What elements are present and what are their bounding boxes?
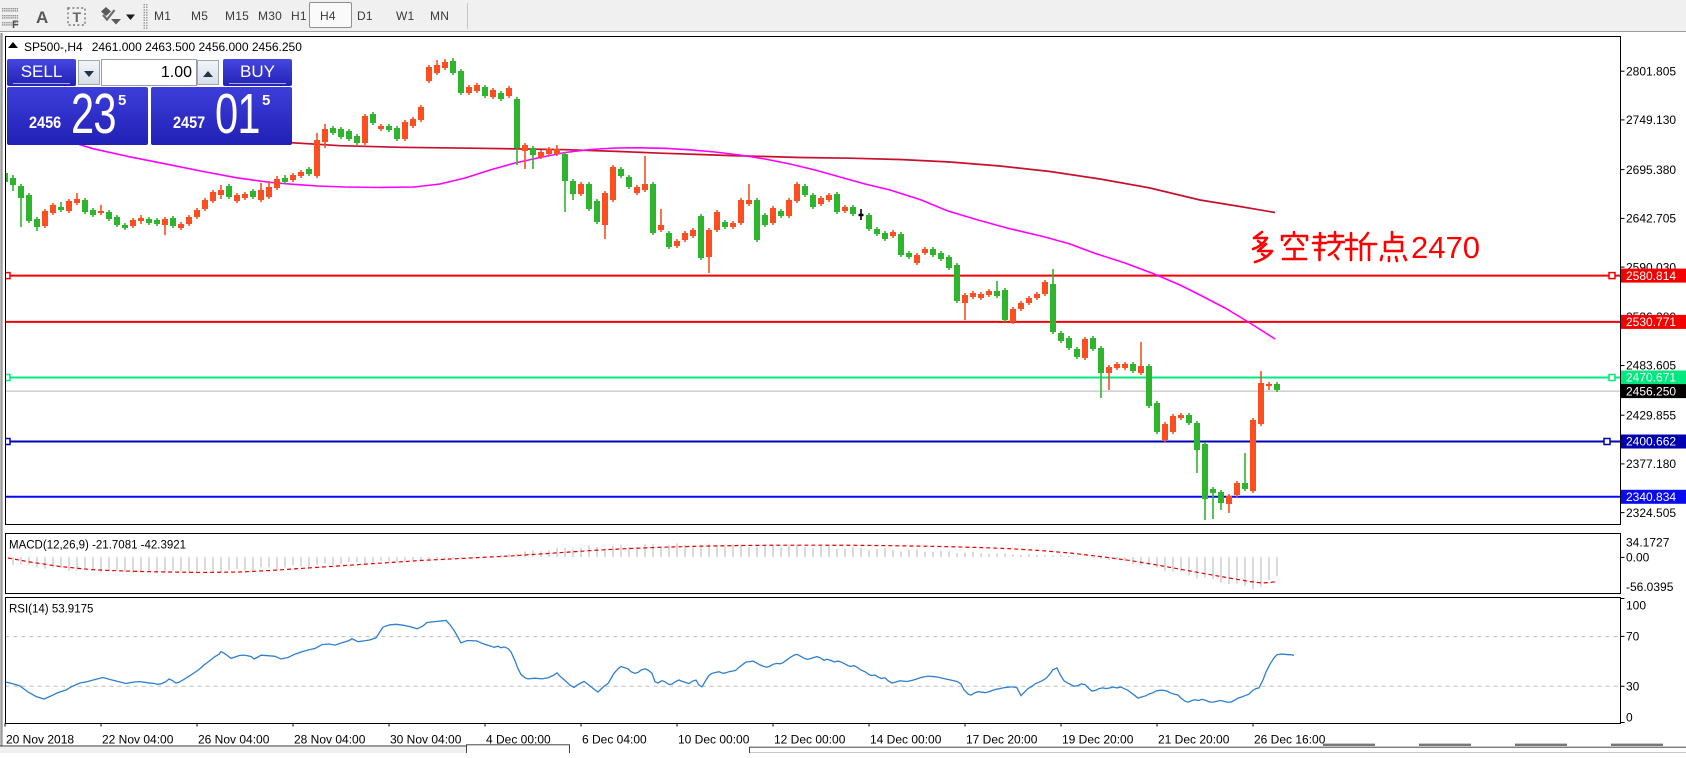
svg-text:30 Nov 04:00: 30 Nov 04:00	[390, 733, 462, 747]
svg-text:2530.771: 2530.771	[1626, 315, 1676, 329]
svg-text:20 Nov 2018: 20 Nov 2018	[6, 733, 74, 747]
svg-text:2801.805: 2801.805	[1626, 64, 1676, 78]
svg-text:100: 100	[1626, 598, 1646, 612]
svg-text:2642.705: 2642.705	[1626, 212, 1676, 226]
svg-text:6 Dec 04:00: 6 Dec 04:00	[582, 733, 647, 747]
svg-text:2340.834: 2340.834	[1626, 490, 1676, 504]
svg-text:30: 30	[1626, 680, 1640, 694]
svg-text:2324.505: 2324.505	[1626, 506, 1676, 520]
svg-text:2470: 2470	[1411, 230, 1480, 265]
svg-text:0.00: 0.00	[1626, 551, 1650, 565]
svg-text:2695.380: 2695.380	[1626, 163, 1676, 177]
svg-text:2456.250: 2456.250	[1626, 384, 1676, 398]
svg-text:2749.130: 2749.130	[1626, 113, 1676, 127]
svg-text:19 Dec 20:00: 19 Dec 20:00	[1062, 733, 1134, 747]
svg-text:70: 70	[1626, 630, 1640, 644]
svg-text:0: 0	[1626, 711, 1633, 725]
svg-text:2400.662: 2400.662	[1626, 435, 1676, 449]
svg-text:T: T	[73, 9, 82, 25]
svg-text:2377.180: 2377.180	[1626, 457, 1676, 471]
svg-text:RSI(14) 53.9175: RSI(14) 53.9175	[9, 604, 93, 616]
svg-text:2580.814: 2580.814	[1626, 269, 1676, 283]
svg-text:MACD(12,26,9) -21.7081 -42.392: MACD(12,26,9) -21.7081 -42.3921	[9, 540, 186, 552]
svg-text:10 Dec 00:00: 10 Dec 00:00	[678, 733, 750, 747]
svg-text:14 Dec 00:00: 14 Dec 00:00	[870, 733, 942, 747]
svg-text:12 Dec 00:00: 12 Dec 00:00	[774, 733, 846, 747]
svg-text:A: A	[36, 8, 48, 27]
svg-text:22 Nov 04:00: 22 Nov 04:00	[102, 733, 174, 747]
svg-text:28 Nov 04:00: 28 Nov 04:00	[294, 733, 366, 747]
svg-text:-56.0395: -56.0395	[1626, 580, 1674, 594]
svg-text:F: F	[12, 19, 19, 31]
svg-text:26 Nov 04:00: 26 Nov 04:00	[198, 733, 270, 747]
svg-text:2470.671: 2470.671	[1626, 371, 1676, 385]
svg-text:2429.855: 2429.855	[1626, 408, 1676, 422]
svg-text:34.1727: 34.1727	[1626, 536, 1670, 550]
svg-text:21 Dec 20:00: 21 Dec 20:00	[1158, 733, 1230, 747]
svg-text:26 Dec 16:00: 26 Dec 16:00	[1254, 733, 1326, 747]
svg-text:17 Dec 20:00: 17 Dec 20:00	[966, 733, 1038, 747]
